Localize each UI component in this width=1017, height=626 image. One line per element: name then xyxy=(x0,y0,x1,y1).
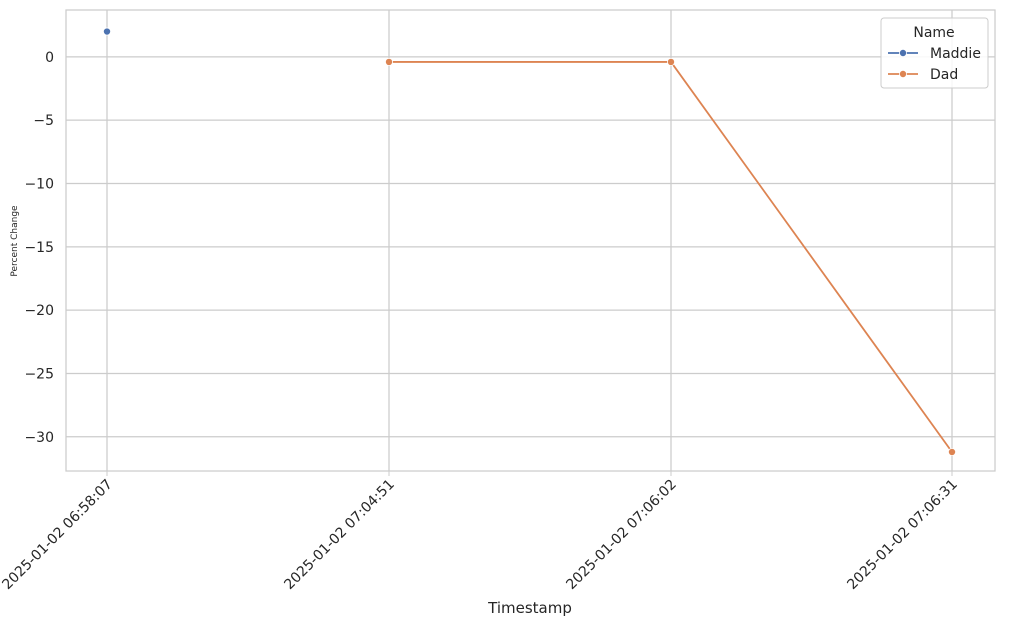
legend-marker xyxy=(899,49,908,58)
legend-label: Maddie xyxy=(930,46,981,62)
data-point-dad xyxy=(667,57,676,66)
y-tick-label: −30 xyxy=(24,430,54,446)
y-tick-label: 0 xyxy=(45,50,54,66)
y-tick-label: −20 xyxy=(24,303,54,319)
x-tick-label: 2025-01-02 07:04:51 xyxy=(281,477,397,593)
x-tick-label: 2025-01-02 07:06:02 xyxy=(563,477,679,593)
data-point-maddie xyxy=(103,27,112,36)
y-tick-label: −5 xyxy=(33,113,54,129)
data-point-dad xyxy=(948,448,957,457)
legend-item-maddie: Maddie xyxy=(888,46,981,62)
data-point-dad xyxy=(384,57,393,66)
x-tick-label: 2025-01-02 07:06:31 xyxy=(844,477,960,593)
legend-frame xyxy=(880,17,989,89)
grid-lines xyxy=(66,10,995,476)
x-tick-labels: 2025-01-02 06:58:07 2025-01-02 07:04:51 20… xyxy=(0,477,961,593)
legend: Name Maddie Dad xyxy=(880,17,989,89)
y-tick-label: −25 xyxy=(24,366,54,382)
legend-label: Dad xyxy=(930,67,958,83)
x-axis-title: Timestamp xyxy=(487,599,572,617)
y-axis-title: Percent Change xyxy=(10,205,20,277)
y-tick-label: −10 xyxy=(24,177,54,193)
legend-item-dad: Dad xyxy=(888,67,958,83)
legend-marker xyxy=(899,70,908,79)
y-tick-label: −15 xyxy=(24,240,54,256)
y-tick-labels: 0 −5 −10 −15 −20 −25 −30 xyxy=(24,50,54,446)
x-tick-label: 2025-01-02 06:58:07 xyxy=(0,477,116,593)
legend-title: Name xyxy=(913,25,954,41)
plot-area xyxy=(65,9,996,472)
series-lines xyxy=(103,27,957,457)
